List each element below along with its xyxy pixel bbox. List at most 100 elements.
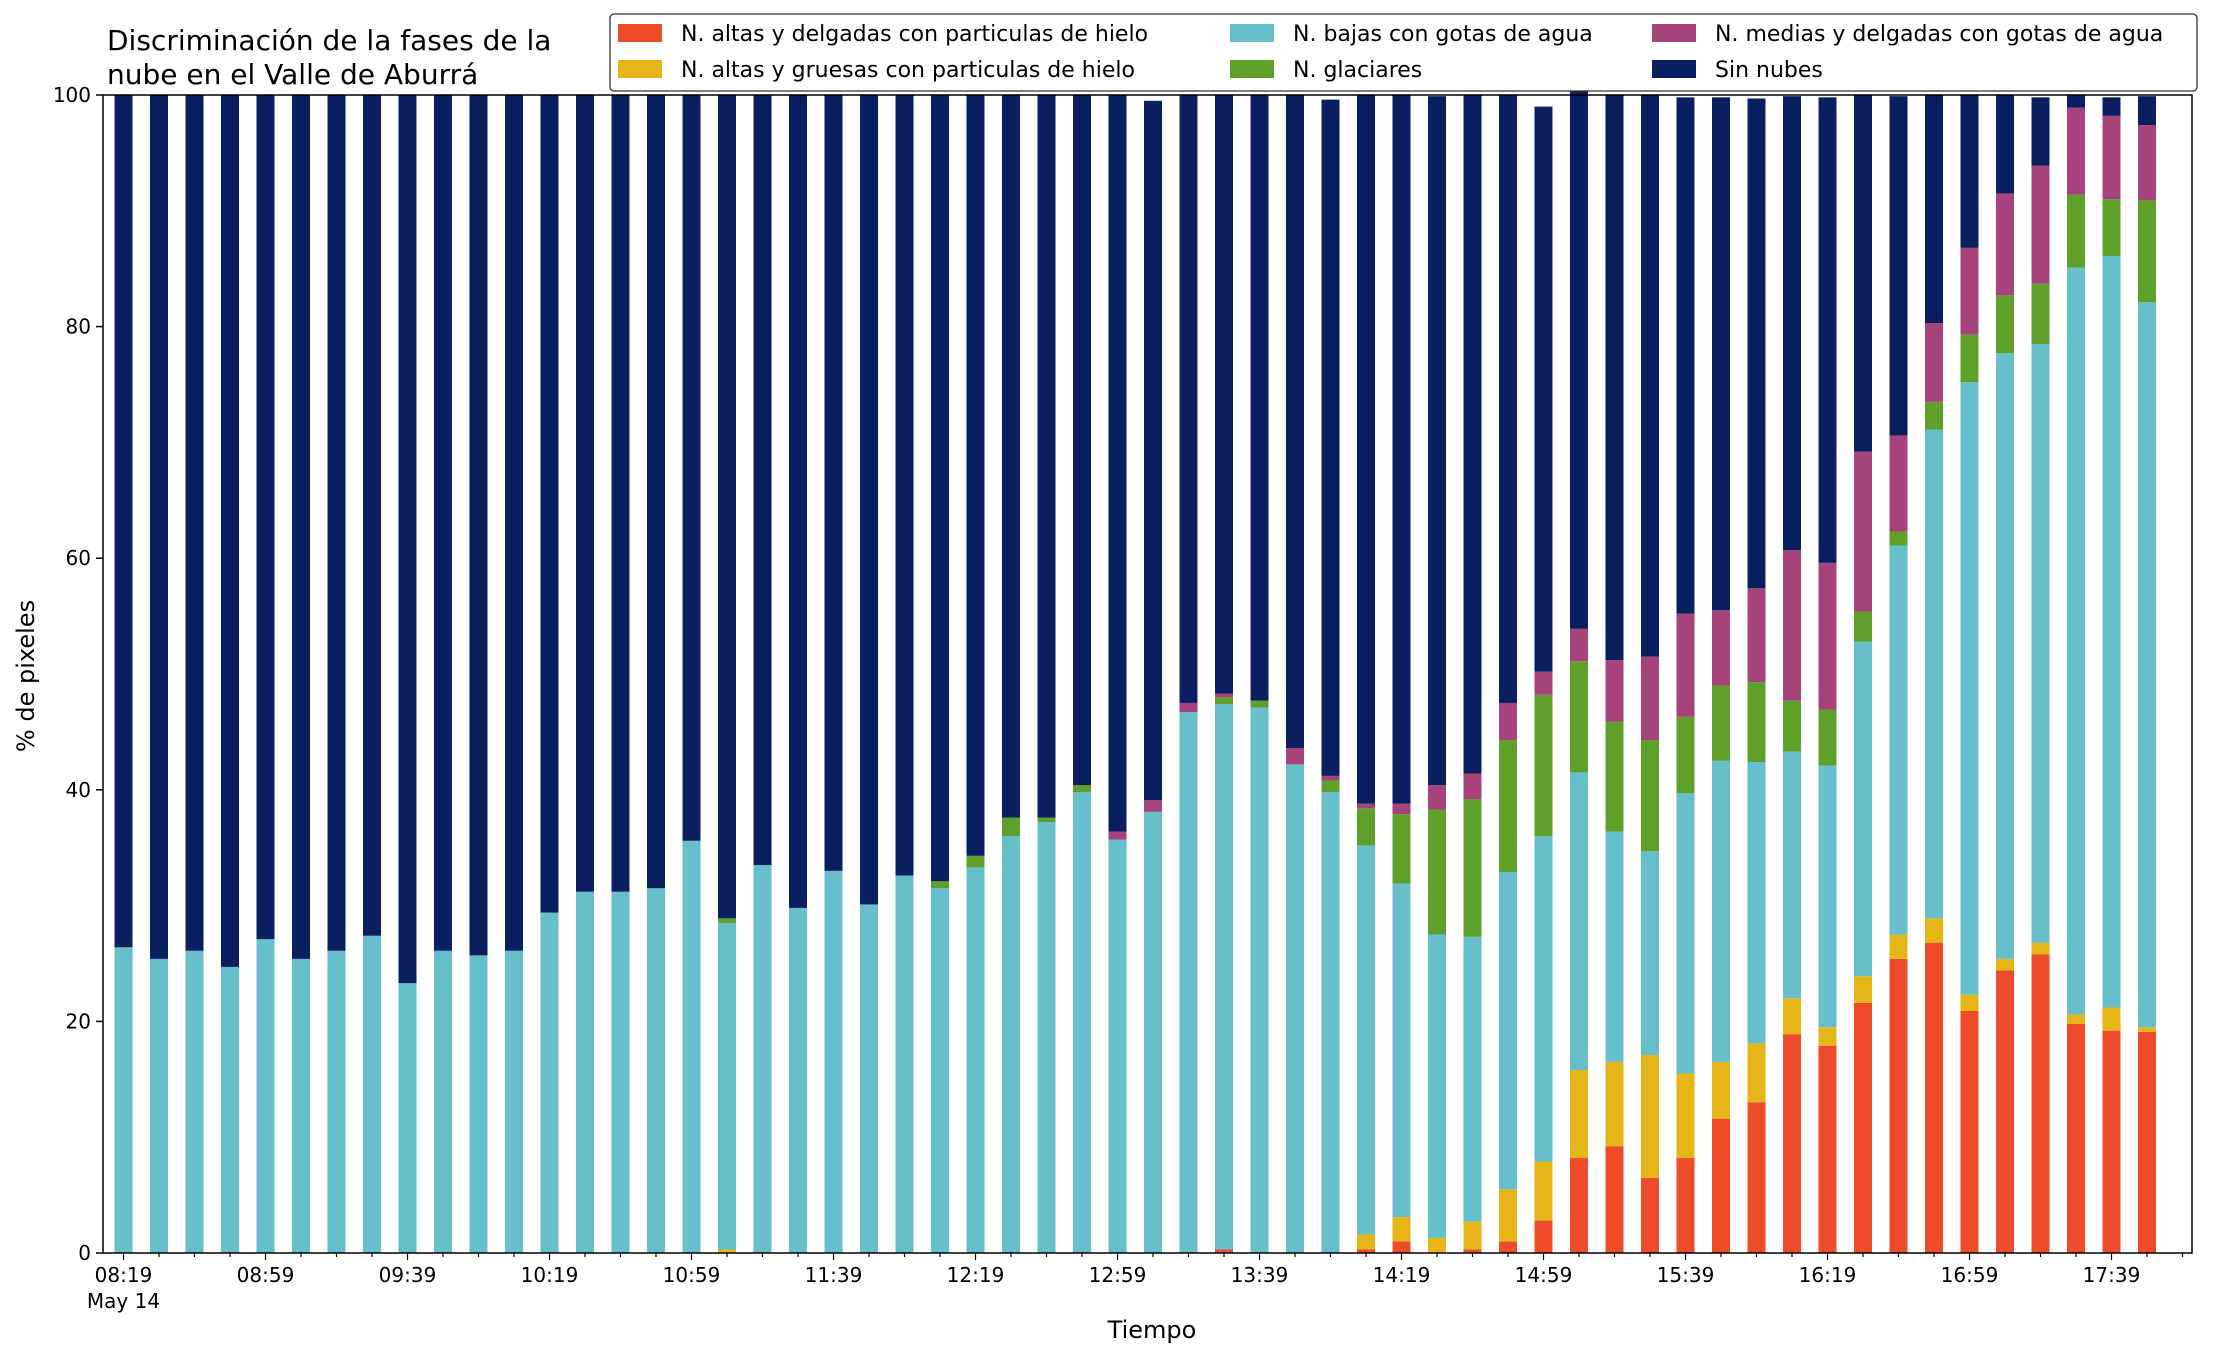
bar-segment <box>1357 1234 1375 1250</box>
chart-title: Discriminación de la fases de la nube en… <box>107 24 560 91</box>
bar-segment <box>1960 334 1979 383</box>
x-tick-label: 15:39 <box>1657 1263 1715 1287</box>
bar-segment <box>1179 712 1198 1253</box>
bar-segment <box>1215 95 1233 694</box>
bar-segment <box>1392 814 1411 884</box>
bar-segment <box>1534 694 1553 837</box>
bar-segment <box>1321 99 1340 776</box>
bar-segment <box>860 904 878 1253</box>
bar-segment <box>1499 702 1517 741</box>
bar-segment <box>1570 628 1588 662</box>
bar-segment <box>469 955 488 1253</box>
bar-segment <box>1854 451 1872 612</box>
x-tick-date-label: May 14 <box>87 1289 160 1313</box>
x-tick-label: 10:59 <box>663 1263 721 1287</box>
bar-segment <box>1996 970 2014 1253</box>
bar-segment <box>2031 97 2050 166</box>
bar-segment <box>1002 836 1020 1253</box>
bar-segment <box>1960 247 1979 335</box>
legend-label: N. glaciares <box>1293 58 1422 83</box>
bars-group <box>114 88 2156 1253</box>
bar-segment <box>1357 803 1375 809</box>
bar-segment <box>363 935 381 1253</box>
bar-segment <box>221 966 239 1253</box>
bar-segment <box>1463 799 1482 937</box>
bar-segment <box>185 95 204 951</box>
bar-segment <box>1818 709 1837 766</box>
bar-segment <box>1783 1034 1801 1253</box>
bar-segment <box>1925 429 1943 919</box>
bar-segment <box>2138 1031 2156 1253</box>
bar-segment <box>1037 95 1056 818</box>
bar-segment <box>1641 1177 1659 1253</box>
bar-segment <box>1286 748 1304 765</box>
bar-segment <box>1463 773 1482 800</box>
bar-segment <box>1321 775 1340 781</box>
bar-segment <box>718 922 736 1250</box>
bar-segment <box>1073 792 1091 1253</box>
bar-segment <box>1534 1220 1553 1253</box>
bar-segment <box>1499 872 1517 1190</box>
legend-label: Sin nubes <box>1715 58 1823 83</box>
bar-segment <box>2031 283 2050 344</box>
bar-segment <box>966 95 985 856</box>
legend-swatch <box>1230 60 1274 78</box>
bar-segment <box>1747 588 1766 683</box>
bar-segment <box>1392 1241 1411 1253</box>
bar-segment <box>1783 96 1801 551</box>
bar-segment <box>1605 1146 1624 1253</box>
bar-segment <box>1570 772 1588 1071</box>
bar-segment <box>363 95 381 936</box>
bar-segment <box>1818 765 1837 1028</box>
bar-segment <box>114 947 133 1253</box>
bar-segment <box>1854 611 1872 642</box>
bar-segment <box>1073 785 1091 793</box>
bar-segment <box>540 95 559 913</box>
bar-segment <box>1854 976 1872 1003</box>
x-tick-label: 12:59 <box>1089 1263 1147 1287</box>
bar-segment <box>611 95 630 892</box>
bar-segment <box>2067 107 2085 195</box>
x-tick-label: 08:19 <box>95 1263 153 1287</box>
bar-segment <box>2067 1023 2085 1253</box>
bar-segment <box>1641 656 1659 741</box>
bar-segment <box>1925 401 1943 430</box>
bar-segment <box>931 888 949 1253</box>
bar-segment <box>292 958 310 1253</box>
bar-segment <box>753 95 772 866</box>
bar-segment <box>1357 1249 1375 1253</box>
bar-segment <box>1996 295 2014 354</box>
bar-segment <box>1676 793 1695 1074</box>
bar-segment <box>1144 800 1162 812</box>
bar-segment <box>1392 1217 1411 1242</box>
bar-segment <box>1712 760 1730 1062</box>
legend-swatch <box>1652 60 1696 78</box>
bar-segment <box>1179 702 1198 713</box>
bar-segment <box>1570 88 1588 629</box>
y-tick-label: 20 <box>66 1009 91 1033</box>
bar-segment <box>1321 780 1340 793</box>
bar-segment <box>2067 194 2085 268</box>
legend-label: N. altas y gruesas con particulas de hie… <box>681 58 1135 83</box>
bar-segment <box>540 912 559 1253</box>
bar-segment <box>150 95 168 959</box>
bar-segment <box>1534 671 1553 695</box>
bar-segment <box>2067 95 2085 108</box>
bar-segment <box>1073 95 1091 786</box>
bar-segment <box>1499 740 1517 873</box>
y-tick-label: 40 <box>66 778 91 802</box>
bar-segment <box>1499 95 1517 703</box>
bar-segment <box>1996 353 2014 959</box>
bar-segment <box>1605 721 1624 832</box>
bar-segment <box>1428 96 1446 786</box>
bar-segment <box>1179 95 1198 703</box>
bar-segment <box>1818 1045 1837 1253</box>
bar-segment <box>1499 1241 1517 1253</box>
bar-segment <box>1321 792 1340 1253</box>
bar-segment <box>718 918 736 923</box>
legend-swatch <box>1230 24 1274 42</box>
bar-segment <box>2067 1014 2085 1024</box>
bar-segment <box>1215 693 1233 698</box>
x-tick-label: 14:59 <box>1515 1263 1573 1287</box>
y-tick-label: 100 <box>53 83 91 107</box>
